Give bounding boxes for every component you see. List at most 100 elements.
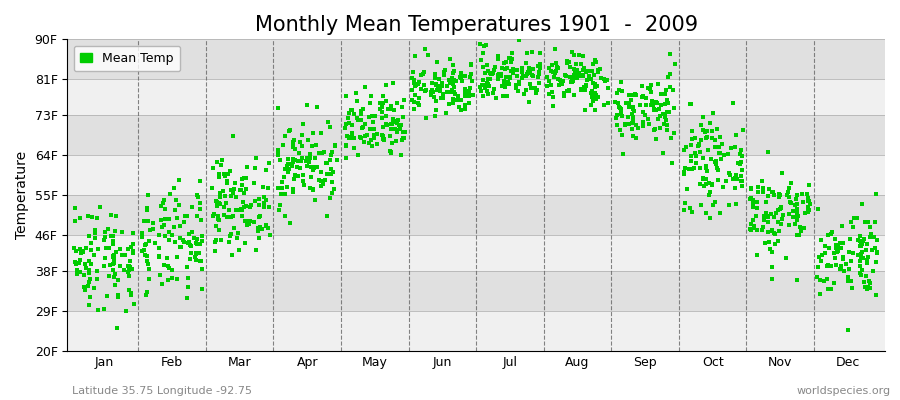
Point: [548, 46, 562, 52]
Point: [574, 87, 589, 93]
Point: [852, 242, 867, 249]
Point: [258, 166, 273, 173]
Bar: [68, 271, 885, 311]
Point: [345, 107, 359, 113]
Point: [778, 254, 793, 261]
Point: [683, 204, 698, 211]
Point: [417, 82, 431, 88]
Point: [754, 178, 769, 184]
Point: [522, 81, 536, 87]
Point: [354, 111, 368, 117]
Point: [240, 218, 255, 224]
Point: [647, 106, 662, 113]
Point: [172, 177, 186, 184]
Point: [122, 267, 137, 273]
Point: [261, 185, 275, 192]
Point: [824, 231, 839, 238]
Point: [214, 157, 229, 164]
Point: [552, 76, 566, 82]
Point: [682, 166, 697, 172]
Point: [454, 74, 468, 81]
Point: [593, 65, 608, 72]
Point: [180, 213, 194, 220]
Point: [320, 212, 335, 219]
Point: [376, 135, 391, 142]
Point: [165, 275, 179, 282]
Point: [685, 128, 699, 134]
Point: [483, 76, 498, 82]
Point: [560, 57, 574, 64]
Point: [613, 104, 627, 111]
Point: [193, 258, 207, 264]
Point: [581, 68, 596, 74]
Point: [377, 136, 392, 143]
Point: [344, 107, 358, 113]
Point: [464, 70, 479, 77]
Point: [180, 240, 194, 246]
Point: [790, 217, 805, 224]
Point: [241, 221, 256, 227]
Point: [283, 127, 297, 134]
Point: [572, 52, 586, 58]
Point: [160, 263, 175, 269]
Point: [300, 154, 314, 161]
Point: [562, 74, 577, 80]
Point: [750, 199, 764, 206]
Point: [622, 121, 636, 127]
Point: [860, 241, 874, 248]
Point: [97, 234, 112, 240]
Point: [111, 277, 125, 283]
Point: [82, 267, 96, 273]
Point: [261, 224, 275, 231]
Point: [831, 248, 845, 254]
Point: [668, 61, 682, 68]
Point: [386, 116, 400, 122]
Point: [447, 84, 462, 90]
Point: [221, 206, 236, 213]
Point: [499, 74, 513, 80]
Point: [626, 114, 640, 121]
Point: [526, 72, 541, 79]
Point: [861, 218, 876, 225]
Point: [660, 97, 674, 104]
Point: [73, 256, 87, 263]
Point: [545, 94, 560, 100]
Point: [639, 102, 653, 108]
Point: [713, 150, 727, 156]
Point: [476, 64, 491, 70]
Point: [458, 73, 473, 79]
Point: [114, 228, 129, 235]
Point: [685, 209, 699, 216]
Point: [389, 138, 403, 145]
Point: [588, 84, 602, 90]
Point: [801, 206, 815, 212]
Point: [346, 130, 360, 137]
Point: [476, 50, 491, 56]
Point: [375, 124, 390, 130]
Point: [860, 246, 874, 253]
Point: [598, 76, 612, 82]
Point: [364, 136, 378, 143]
Point: [730, 176, 744, 182]
Point: [506, 69, 520, 76]
Point: [105, 260, 120, 267]
Point: [831, 243, 845, 249]
Point: [432, 76, 446, 82]
Point: [208, 239, 222, 246]
Point: [349, 115, 364, 121]
Point: [103, 262, 117, 268]
Point: [391, 117, 405, 124]
Point: [660, 109, 674, 115]
Point: [829, 262, 843, 268]
Point: [182, 231, 196, 237]
Point: [428, 74, 442, 81]
Point: [721, 151, 735, 157]
Point: [162, 236, 176, 243]
Point: [822, 286, 836, 292]
Point: [462, 100, 476, 106]
Point: [237, 190, 251, 196]
Point: [749, 213, 763, 220]
Point: [296, 172, 310, 179]
Point: [588, 57, 602, 63]
Point: [703, 188, 717, 195]
